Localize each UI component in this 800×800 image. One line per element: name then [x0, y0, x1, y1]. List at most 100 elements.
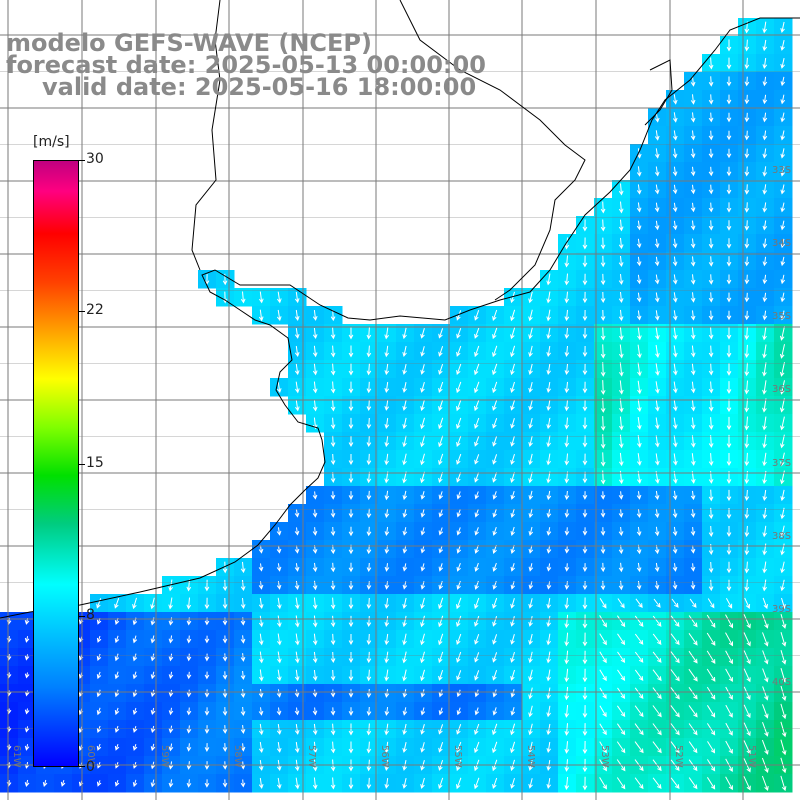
- wind-arrow: [384, 490, 390, 501]
- wind-arrow: [366, 669, 372, 682]
- wind-arrow: [708, 310, 714, 321]
- wind-arrow: [456, 472, 462, 483]
- wind-arrow: [564, 345, 570, 358]
- wind-arrow: [673, 327, 678, 340]
- wind-arrow: [564, 632, 570, 647]
- wind-arrow: [546, 508, 552, 519]
- wind-arrow: [510, 490, 516, 500]
- wind-arrow: [564, 417, 570, 430]
- wind-arrow: [330, 453, 336, 466]
- wind-arrow: [762, 238, 768, 249]
- wind-arrow: [762, 632, 769, 647]
- wind-arrow: [546, 417, 551, 430]
- wind-arrow: [744, 148, 750, 159]
- wind-arrow: [726, 274, 732, 285]
- wind-arrow: [510, 777, 515, 789]
- wind-arrow: [634, 615, 644, 627]
- wind-arrow: [690, 94, 696, 105]
- wind-arrow: [330, 707, 336, 716]
- wind-arrow: [492, 363, 498, 376]
- wind-arrow: [706, 614, 716, 628]
- wind-arrow: [420, 417, 425, 430]
- wind-arrow: [762, 452, 767, 467]
- wind-arrow: [510, 418, 515, 429]
- wind-arrow: [438, 328, 444, 339]
- wind-arrow: [312, 417, 318, 430]
- wind-arrow: [474, 436, 480, 447]
- wind-arrow: [780, 310, 786, 321]
- wind-arrow: [743, 668, 751, 683]
- wind-arrow: [708, 184, 714, 195]
- wind-arrow: [690, 130, 696, 141]
- wind-arrow: [492, 616, 498, 627]
- lon-label: 54W: [525, 745, 536, 768]
- wind-arrow: [510, 345, 516, 358]
- wind-arrow: [528, 453, 533, 466]
- wind-arrow: [456, 435, 462, 447]
- wind-arrow: [673, 417, 678, 430]
- wind-arrow: [348, 345, 354, 358]
- wind-arrow: [402, 363, 407, 375]
- wind-arrow: [618, 274, 624, 285]
- wind-arrow: [618, 309, 624, 322]
- wind-arrow: [706, 723, 716, 736]
- wind-arrow: [654, 490, 660, 501]
- wind-arrow: [420, 633, 425, 646]
- wind-arrow: [546, 633, 551, 646]
- lat-label: 36S: [772, 384, 791, 395]
- lon-label: 60W: [85, 745, 96, 768]
- wind-arrow: [528, 563, 534, 572]
- wind-arrow: [708, 256, 714, 267]
- wind-arrow: [438, 615, 444, 628]
- wind-arrow: [780, 543, 785, 556]
- wind-arrow: [186, 743, 192, 752]
- wind-arrow: [348, 454, 354, 466]
- wind-arrow: [690, 256, 696, 267]
- wind-arrow: [762, 184, 768, 195]
- wind-arrow: [672, 274, 678, 285]
- wind-arrow: [420, 364, 425, 375]
- wind-arrow: [348, 562, 354, 573]
- wind-arrow: [276, 777, 282, 790]
- border-line: [191, 0, 221, 271]
- wind-arrow: [725, 614, 733, 629]
- wind-arrow: [706, 777, 716, 790]
- wind-arrow: [637, 398, 642, 413]
- wind-arrow: [690, 76, 696, 87]
- wind-arrow: [726, 398, 732, 413]
- wind-arrow: [654, 292, 660, 303]
- wind-arrow: [474, 707, 480, 716]
- wind-arrow: [474, 327, 480, 339]
- wind-arrow: [762, 704, 769, 719]
- wind-arrow: [132, 671, 138, 680]
- wind-arrow: [546, 364, 551, 375]
- longitude-labels: 61W 60W 59W 58W 57W 56W 55W 54W 53W 52W 51W: [11, 745, 757, 768]
- wind-arrow: [402, 399, 407, 411]
- wind-arrow: [348, 634, 354, 646]
- wind-arrow: [600, 380, 606, 395]
- wind-arrow: [582, 527, 588, 536]
- wind-arrow: [420, 724, 425, 735]
- wind-arrow: [779, 326, 785, 341]
- wind-arrow: [420, 615, 425, 628]
- wind-arrow: [762, 57, 768, 70]
- wind-arrow: [652, 687, 662, 700]
- wind-arrow: [762, 130, 768, 141]
- wind-arrow: [546, 490, 552, 501]
- wind-arrow: [618, 380, 624, 395]
- wind-arrow: [673, 363, 678, 376]
- wind-arrow: [688, 741, 698, 754]
- wind-arrow: [636, 310, 642, 321]
- wind-arrow: [744, 57, 750, 70]
- wind-arrow: [582, 686, 588, 701]
- wind-arrow: [438, 527, 444, 536]
- wind-arrow: [672, 94, 678, 105]
- wind-arrow: [366, 633, 372, 646]
- wind-arrow: [330, 345, 336, 358]
- wind-arrow: [726, 94, 732, 105]
- wind-arrow: [762, 310, 768, 321]
- wind-arrow: [617, 687, 626, 699]
- wind-arrow: [474, 634, 480, 645]
- wind-arrow: [708, 579, 714, 592]
- wind-arrow: [420, 563, 426, 572]
